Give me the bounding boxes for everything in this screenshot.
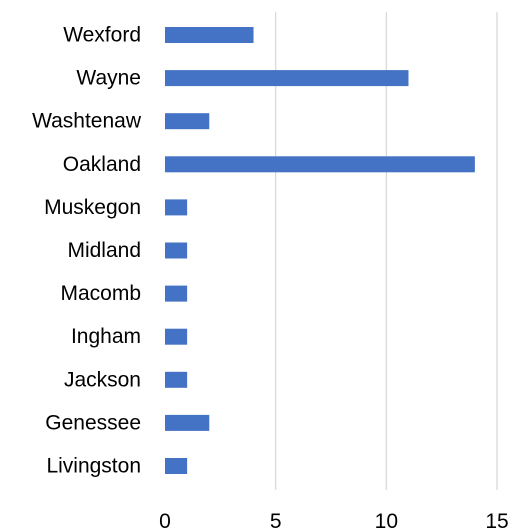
bar-midland — [165, 242, 188, 259]
x-tick-label-10: 10 — [375, 510, 398, 531]
bar-macomb — [165, 285, 188, 302]
bar-ingham — [165, 328, 188, 345]
category-label-wexford: Wexford — [63, 24, 141, 47]
x-tick-label-0: 0 — [159, 510, 171, 531]
bar-wexford — [165, 27, 254, 43]
bar-jackson — [165, 371, 188, 388]
category-label-jackson: Jackson — [64, 368, 141, 391]
x-tick-label-5: 5 — [270, 510, 282, 531]
bar-muskegon — [165, 199, 188, 216]
bar-oakland — [165, 156, 475, 173]
bar-wayne — [165, 70, 409, 87]
category-label-livingston: Livingston — [46, 455, 141, 478]
category-label-washtenaw: Washtenaw — [32, 110, 142, 133]
category-label-macomb: Macomb — [60, 282, 141, 305]
category-label-midland: Midland — [67, 239, 141, 262]
bar-washtenaw — [165, 113, 210, 130]
bars — [165, 27, 475, 474]
bar-genessee — [165, 414, 210, 431]
category-label-oakland: Oakland — [63, 153, 141, 176]
bar-livingston — [165, 458, 188, 474]
category-label-ingham: Ingham — [71, 325, 141, 348]
x-axis-tick-labels: 0 5 10 15 — [159, 510, 509, 531]
category-label-muskegon: Muskegon — [44, 196, 141, 219]
category-labels: Wexford Wayne Washtenaw Oakland Muskegon Midl… — [32, 24, 142, 478]
gridlines — [275, 12, 498, 490]
category-label-genessee: Genessee — [45, 411, 141, 434]
x-tick-label-15: 15 — [485, 510, 508, 531]
category-label-wayne: Wayne — [76, 67, 141, 90]
